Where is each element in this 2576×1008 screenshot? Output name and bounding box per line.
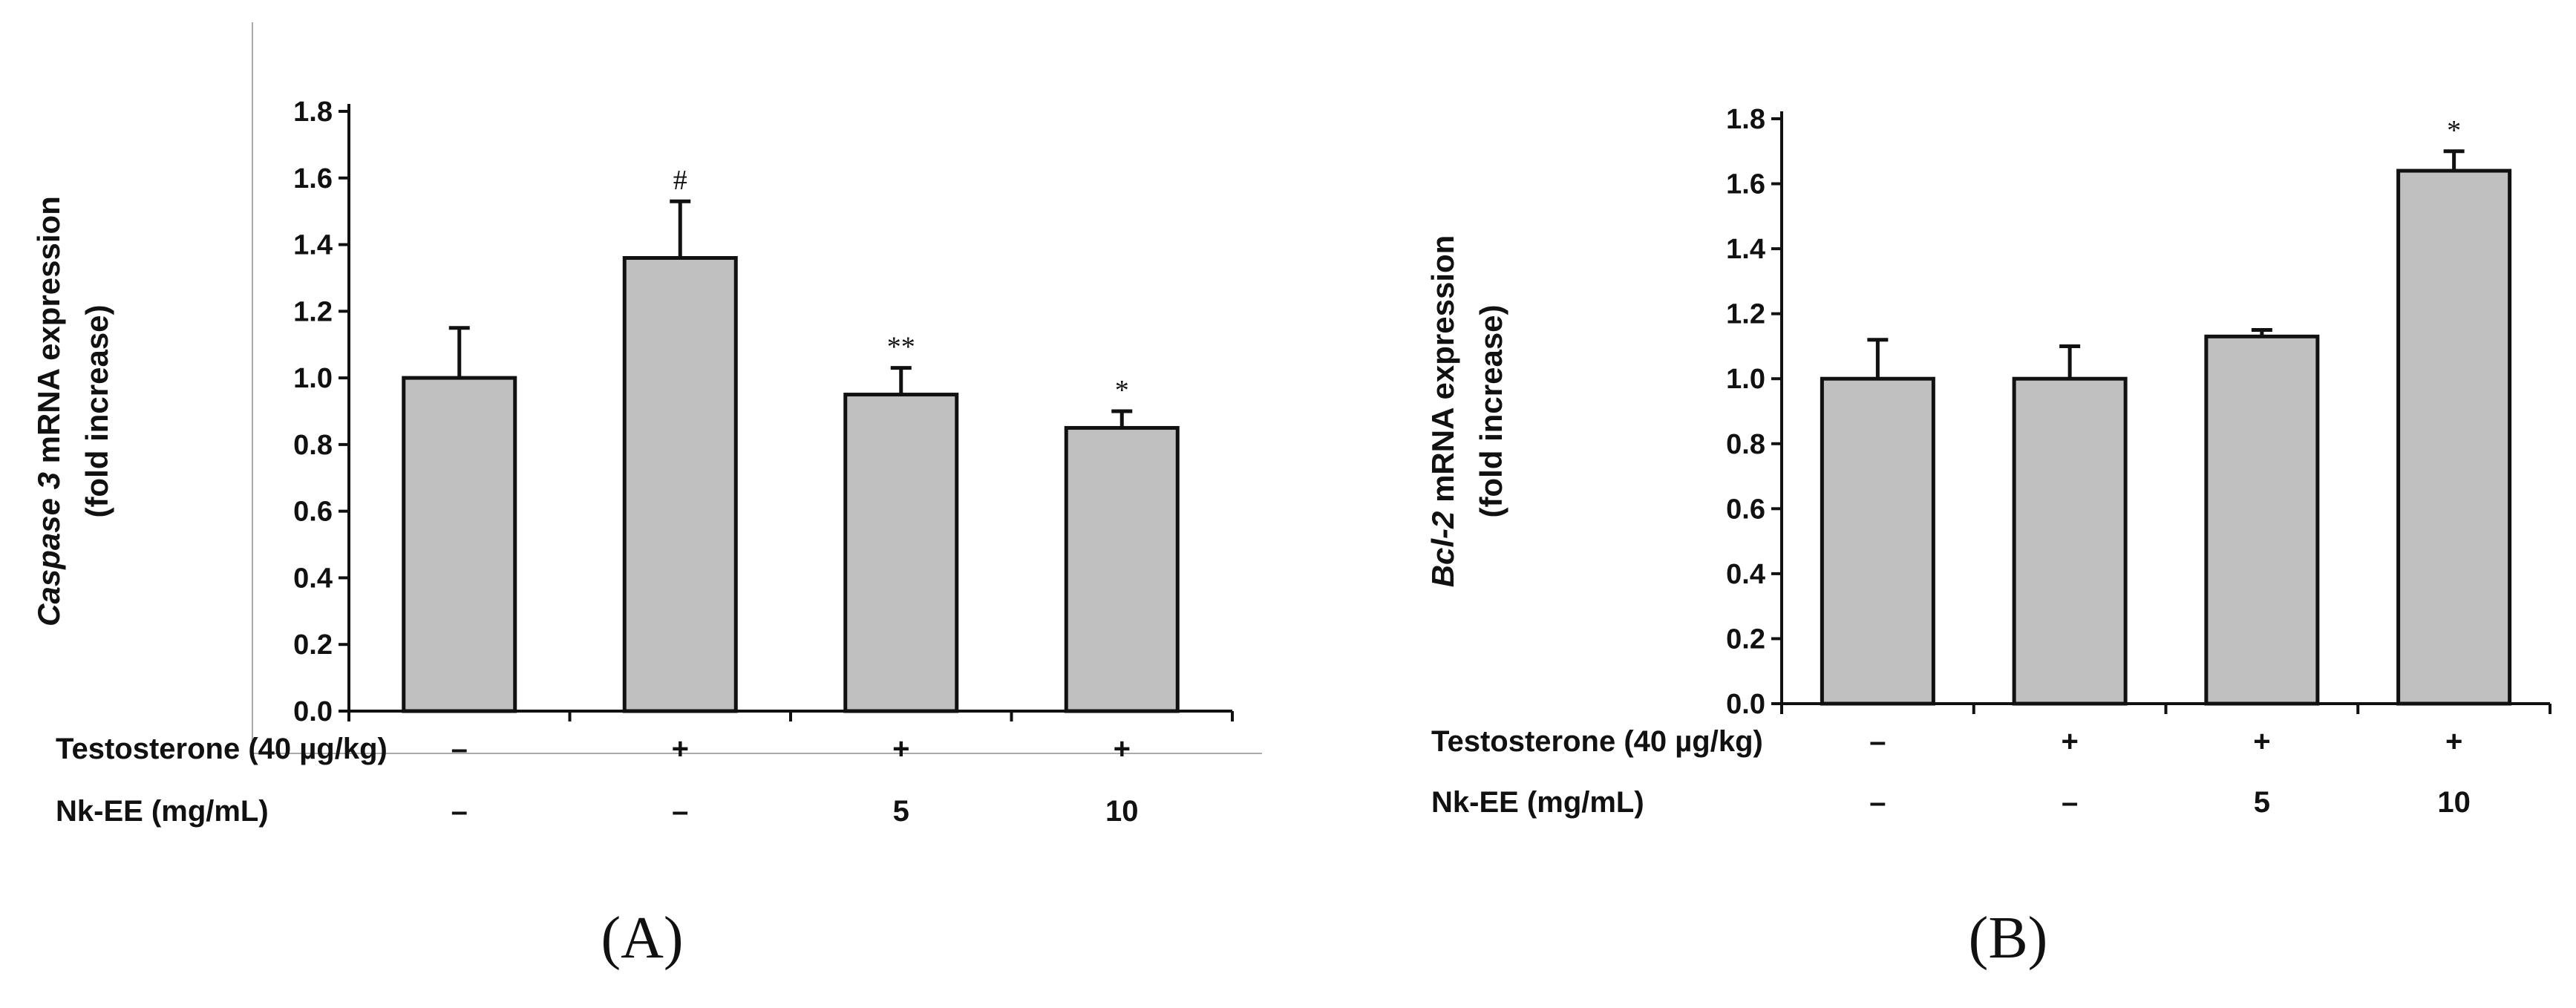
- treatment-row-value: –: [451, 733, 468, 765]
- treatment-row-value: –: [2062, 786, 2078, 819]
- bar: [2396, 168, 2512, 706]
- treatment-row-value: –: [1869, 786, 1886, 819]
- y-tick-label: 0.0: [1726, 689, 1765, 720]
- significance-mark: *: [2447, 115, 2461, 146]
- y-axis-label: Bcl-2 mRNA expression: [1425, 235, 1460, 588]
- y-tick-label: 1.0: [1726, 364, 1765, 395]
- treatment-row-label: Testosterone (40 µg/kg): [56, 733, 388, 765]
- bar: [1820, 376, 1935, 706]
- treatment-row-value: –: [1869, 725, 1886, 758]
- treatment-row-value: +: [672, 733, 689, 765]
- bar: [622, 256, 738, 713]
- panel-b: 0.0 0.2 0.4 0.6 0.8 1.0 1.2 1.4 1.6 1.8 * Bcl-2 mRN…: [1425, 104, 2552, 971]
- treatment-row-value: 5: [893, 795, 909, 828]
- y-tick-label: 1.4: [293, 230, 333, 261]
- treatment-row-value: 5: [2254, 786, 2270, 819]
- y-tick-label: 0.4: [1726, 559, 1765, 590]
- y-tick-label: 0.8: [1726, 429, 1765, 460]
- treatment-row-value: 10: [2437, 786, 2471, 819]
- treatment-row-value: +: [2253, 725, 2270, 758]
- bar: [843, 393, 959, 713]
- y-tick-label: 1.4: [1726, 234, 1765, 265]
- y-tick-label: 1.2: [293, 296, 333, 327]
- treatment-row-label: Testosterone (40 µg/kg): [1431, 725, 1763, 758]
- treatment-row-value: –: [451, 795, 468, 828]
- y-tick-label: 1.6: [293, 163, 333, 194]
- y-tick-label: 0.6: [1726, 494, 1765, 525]
- significance-mark: **: [887, 332, 915, 363]
- treatment-row-value: +: [2061, 725, 2078, 758]
- y-tick-label: 0.2: [293, 629, 333, 661]
- treatment-row-value: +: [892, 733, 909, 765]
- treatment-row-value: +: [1114, 733, 1131, 765]
- treatment-row-label: Nk-EE (mg/mL): [56, 795, 269, 828]
- y-tick-label: 0.6: [293, 497, 333, 528]
- panel-label: (A): [601, 906, 683, 971]
- y-tick-label: 0.8: [293, 430, 333, 461]
- treatment-row-label: Nk-EE (mg/mL): [1431, 786, 1644, 819]
- y-tick-label: 1.2: [1726, 299, 1765, 330]
- bar: [2204, 334, 2320, 706]
- significance-mark: #: [673, 165, 687, 196]
- y-tick-label: 1.8: [293, 96, 333, 128]
- panel-a: 0.00.20.40.60.81.01.21.41.61.8#***Caspas…: [31, 96, 1234, 971]
- y-axis-label-line2: (fold increase): [1474, 304, 1508, 517]
- y-tick-label: 1.0: [293, 363, 333, 394]
- y-tick-label: 1.8: [1726, 104, 1765, 135]
- bar: [2012, 376, 2128, 706]
- y-tick-label: 0.2: [1726, 624, 1765, 655]
- treatment-row-value: 10: [1105, 795, 1139, 828]
- bar: [402, 376, 517, 713]
- bar: [1064, 425, 1180, 713]
- y-tick-label: 1.6: [1726, 169, 1765, 200]
- y-tick-label: 0.0: [293, 696, 333, 727]
- y-axis-label: Caspase 3 mRNA expression: [31, 196, 66, 626]
- panel-label: (B): [1969, 906, 2048, 971]
- significance-mark: *: [1115, 375, 1129, 406]
- treatment-row-value: –: [672, 795, 688, 828]
- treatment-row-value: +: [2445, 725, 2462, 758]
- y-tick-label: 0.4: [293, 563, 333, 594]
- y-axis-label-line2: (fold increase): [79, 304, 114, 517]
